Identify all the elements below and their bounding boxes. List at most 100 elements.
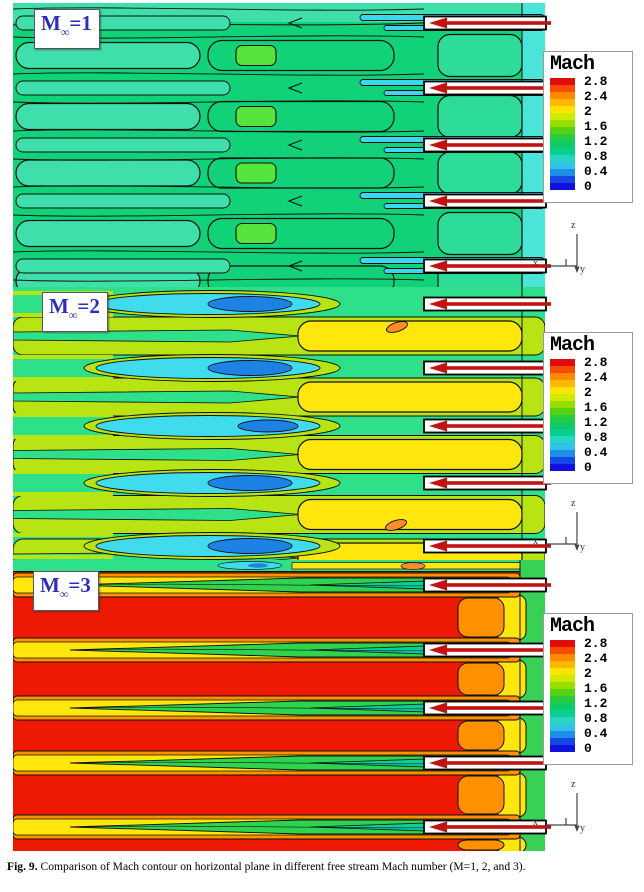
legend-tick: 0 xyxy=(584,460,592,475)
legend-tick: 0.8 xyxy=(584,430,608,445)
injector-arrow-head-icon xyxy=(429,579,447,591)
injector-arrow-shaft xyxy=(444,366,551,370)
mach3-contour-field xyxy=(13,560,545,851)
legend-tick: 0.4 xyxy=(584,445,608,460)
panel-label-mach1: M∞=1 xyxy=(34,9,100,49)
injector-arrow-head-icon xyxy=(429,702,447,714)
y-axis-label: y xyxy=(580,264,585,275)
panel-label-m: M xyxy=(49,294,69,318)
legend-tick: 2.4 xyxy=(584,89,608,104)
injector-arrow-head-icon xyxy=(429,757,447,769)
axis-triad-1 xyxy=(546,234,580,273)
legend-title: Mach xyxy=(550,334,595,357)
injector-arrow-shaft xyxy=(444,424,551,428)
infinity-subscript: ∞ xyxy=(68,308,78,322)
injector-arrow-shaft xyxy=(444,199,551,203)
injector-arrow-shaft xyxy=(444,544,551,548)
z-axis-label: z xyxy=(571,498,576,509)
legend-title: Mach xyxy=(550,615,595,638)
infinity-subscript: ∞ xyxy=(60,25,70,39)
injector-arrow-head-icon xyxy=(429,477,447,489)
legend-tick: 2 xyxy=(584,104,592,119)
panel-label-value: =2 xyxy=(77,294,100,318)
legend-tick: 2.4 xyxy=(584,370,608,385)
injector-arrow-shaft xyxy=(444,761,551,765)
legend-tick: 1.6 xyxy=(584,681,608,696)
injector-arrow-shaft xyxy=(444,648,551,652)
injector-arrow-head-icon xyxy=(429,139,447,151)
y-axis-arrow-icon xyxy=(574,544,580,551)
panel-label-value: =1 xyxy=(69,11,92,35)
x-axis-label: x xyxy=(533,817,538,828)
legend-tick: 0 xyxy=(584,741,592,756)
legend-tick: 1.6 xyxy=(584,119,608,134)
injector-arrow-head-icon xyxy=(429,17,447,29)
y-axis-label: y xyxy=(580,823,585,834)
legend-tick: 0 xyxy=(584,179,592,194)
figure-caption-text: Comparison of Mach contour on horizontal… xyxy=(40,860,526,873)
injector-arrow-head-icon xyxy=(429,540,447,552)
injector-arrow-head-icon xyxy=(429,298,447,310)
legend-tick: 1.6 xyxy=(584,400,608,415)
legend-tick: 1.2 xyxy=(584,134,608,149)
legend-tick: 2.8 xyxy=(584,355,608,370)
injector-arrow-shaft xyxy=(444,21,551,25)
z-axis-label: z xyxy=(571,220,576,231)
legend-tick: 2.4 xyxy=(584,651,608,666)
injector-arrow-head-icon xyxy=(429,362,447,374)
panel-label-m: M xyxy=(40,573,60,597)
legend-tick: 0.4 xyxy=(584,164,608,179)
injector-arrow-shaft xyxy=(444,481,551,485)
injector-arrow-head-icon xyxy=(429,644,447,656)
x-axis-label: x xyxy=(533,536,538,547)
infinity-subscript: ∞ xyxy=(59,587,69,601)
y-axis-arrow-icon xyxy=(574,825,580,832)
injector-arrow-shaft xyxy=(444,143,551,147)
panel-label-m: M xyxy=(41,11,61,35)
colorbar-legend-3: Mach 2.8 2.4 2 1.6 1.2 0.8 0.4 0 xyxy=(543,613,633,765)
injector-arrow-shaft xyxy=(444,302,551,306)
legend-title: Mach xyxy=(550,53,595,76)
injector-arrow-head-icon xyxy=(429,82,447,94)
legend-tick: 2.8 xyxy=(584,636,608,651)
legend-tick: 0.8 xyxy=(584,711,608,726)
injector-arrow-head-icon xyxy=(429,260,447,272)
y-axis-arrow-icon xyxy=(574,266,580,273)
injector-arrow-head-icon xyxy=(429,195,447,207)
mach-contour-figure xyxy=(13,3,580,851)
injector-arrow-shaft xyxy=(444,86,551,90)
axis-triad-3 xyxy=(546,793,580,832)
injector-arrow-shaft xyxy=(444,264,551,268)
panel-label-mach3: M∞=3 xyxy=(33,571,99,611)
figure-caption: Fig. 9. Comparison of Mach contour on ho… xyxy=(7,860,640,873)
injector-arrow-shaft xyxy=(444,706,551,710)
legend-tick: 2 xyxy=(584,666,592,681)
x-axis-label: x xyxy=(533,258,538,269)
z-axis-label: z xyxy=(571,779,576,790)
colorbar xyxy=(550,359,575,471)
legend-tick: 2.8 xyxy=(584,74,608,89)
panel-label-mach2: M∞=2 xyxy=(42,292,108,332)
figure-caption-label: Fig. 9. xyxy=(7,860,38,873)
axis-triad-2 xyxy=(546,512,580,551)
injector-arrow-shaft xyxy=(444,583,551,587)
colorbar xyxy=(550,78,575,190)
legend-tick: 0.4 xyxy=(584,726,608,741)
colorbar-legend-1: Mach 2.8 2.4 2 1.6 1.2 0.8 0.4 0 xyxy=(543,51,633,203)
y-axis-label: y xyxy=(580,542,585,553)
injector-arrow-head-icon xyxy=(429,420,447,432)
colorbar-legend-2: Mach 2.8 2.4 2 1.6 1.2 0.8 0.4 0 xyxy=(543,332,633,484)
legend-tick: 0.8 xyxy=(584,149,608,164)
panel-label-value: =3 xyxy=(68,573,91,597)
legend-tick: 1.2 xyxy=(584,696,608,711)
legend-tick: 1.2 xyxy=(584,415,608,430)
colorbar xyxy=(550,640,575,752)
legend-tick-labels: 2.8 2.4 2 1.6 1.2 0.8 0.4 0 xyxy=(584,75,607,193)
legend-tick-labels: 2.8 2.4 2 1.6 1.2 0.8 0.4 0 xyxy=(584,356,607,474)
legend-tick-labels: 2.8 2.4 2 1.6 1.2 0.8 0.4 0 xyxy=(584,637,607,755)
legend-tick: 2 xyxy=(584,385,592,400)
mach3-injector-arrows xyxy=(423,577,551,835)
injector-arrow-head-icon xyxy=(429,821,447,833)
injector-arrow-shaft xyxy=(444,825,551,829)
